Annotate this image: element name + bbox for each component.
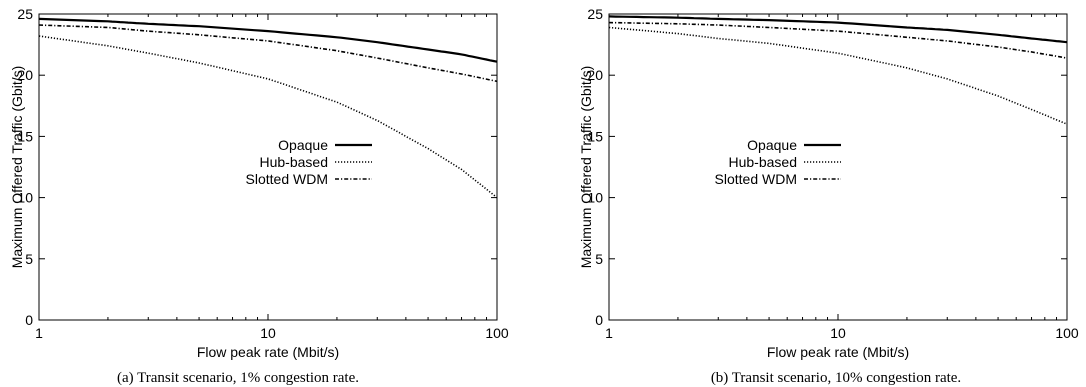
legend-label: Slotted WDM	[715, 171, 797, 187]
y-tick-label: 10	[587, 190, 603, 206]
y-tick-label: 15	[17, 128, 33, 144]
x-axis-label: Flow peak rate (Mbit/s)	[197, 344, 339, 360]
legend-label: Hub-based	[260, 154, 329, 170]
y-tick-label: 20	[17, 67, 33, 83]
chart-panel-1: 0 5 10 15 20 25 1 10 100 Flow peak rate (Mbit/s) M…	[9, 6, 509, 386]
y-tick-label: 20	[587, 67, 603, 83]
y-tick-label: 25	[587, 6, 603, 22]
figure-caption: (a) Transit scenario, 1% congestion rate…	[117, 370, 359, 386]
legend-label: Hub-based	[729, 154, 798, 170]
series-line-hub-based	[38, 35, 498, 199]
x-tick-label: 100	[1055, 325, 1079, 341]
y-tick-label: 25	[17, 6, 33, 22]
chart-panel-2: 0 5 10 15 20 25 1 10 100 Flow peak rate (Mbit/s) M…	[578, 6, 1079, 386]
legend-label: Slotted WDM	[246, 171, 328, 187]
series-line-opaque	[608, 15, 1068, 44]
x-tick-label: 10	[830, 325, 846, 341]
x-axis-label: Flow peak rate (Mbit/s)	[767, 344, 909, 360]
y-tick-label: 15	[587, 128, 603, 144]
x-tick-label: 100	[485, 325, 509, 341]
y-tick-label: 5	[25, 251, 33, 267]
series-line-hub-based	[608, 26, 1068, 125]
x-tick-label: 10	[260, 325, 276, 341]
x-tick-label: 1	[605, 325, 613, 341]
y-tick-label: 5	[595, 251, 603, 267]
figure-caption: (b) Transit scenario, 10% congestion rat…	[711, 370, 961, 386]
plot-frame	[608, 13, 1068, 321]
series-line-slotted-wdm	[608, 21, 1068, 59]
series-line-slotted-wdm	[38, 24, 498, 83]
legend-label: Opaque	[747, 137, 797, 153]
y-tick-label: 10	[17, 190, 33, 206]
legend-label: Opaque	[278, 137, 328, 153]
y-tick-label: 0	[595, 312, 603, 328]
x-tick-label: 1	[35, 325, 43, 341]
y-tick-label: 0	[25, 312, 33, 328]
series-line-opaque	[38, 17, 498, 63]
y-axis-label: Maximum Offered Traffic (Gbit/s)	[578, 66, 594, 269]
y-axis-label: Maximum Offered Traffic (Gbit/s)	[9, 66, 25, 269]
